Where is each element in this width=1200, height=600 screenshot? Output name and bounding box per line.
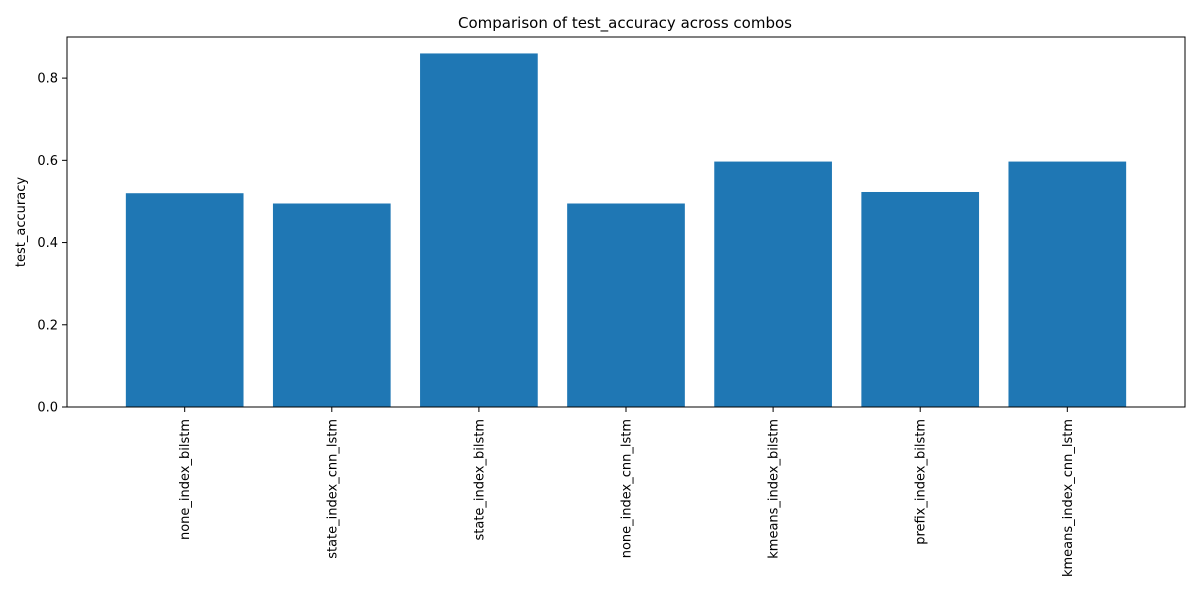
bar xyxy=(861,191,980,407)
y-tick-label: 0.8 xyxy=(37,72,58,87)
chart-title: Comparison of test_accuracy across combo… xyxy=(458,14,792,33)
x-tick-label: none_index_cnn_lstm xyxy=(620,419,635,558)
bar xyxy=(272,203,391,407)
x-axis-ticks: none_index_bilstm state_index_cnn_lstm sta… xyxy=(178,407,1076,577)
x-tick-label: prefix_index_bilstm xyxy=(914,419,929,545)
x-tick-label: kmeans_index_cnn_lstm xyxy=(1061,419,1076,577)
y-axis-ticks: 0.0 0.2 0.4 0.6 0.8 xyxy=(37,72,67,416)
y-axis-label: test_accuracy xyxy=(14,177,29,267)
plot-frame xyxy=(66,36,1186,408)
bar xyxy=(567,203,685,407)
bar xyxy=(714,161,832,407)
x-tick-label: state_index_cnn_lstm xyxy=(325,419,340,559)
bar xyxy=(125,193,244,407)
y-tick-label: 0.6 xyxy=(37,154,58,169)
x-tick-label: state_index_bilstm xyxy=(472,419,487,541)
y-tick-label: 0.0 xyxy=(37,401,58,416)
y-tick-label: 0.2 xyxy=(37,318,58,333)
bar xyxy=(1008,161,1127,407)
x-tick-label: kmeans_index_bilstm xyxy=(767,419,782,559)
bar xyxy=(420,53,538,407)
bars-group xyxy=(125,53,1127,407)
x-tick-label: none_index_bilstm xyxy=(178,419,193,540)
y-tick-label: 0.4 xyxy=(37,236,58,251)
